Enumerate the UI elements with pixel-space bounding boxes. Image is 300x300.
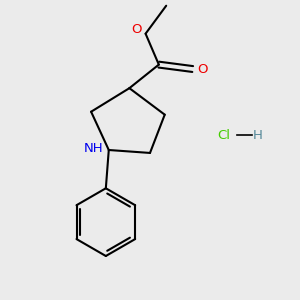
Text: O: O [131, 23, 142, 36]
Text: H: H [253, 129, 262, 142]
Text: NH: NH [84, 142, 103, 155]
Text: Cl: Cl [218, 129, 231, 142]
Text: O: O [198, 63, 208, 76]
